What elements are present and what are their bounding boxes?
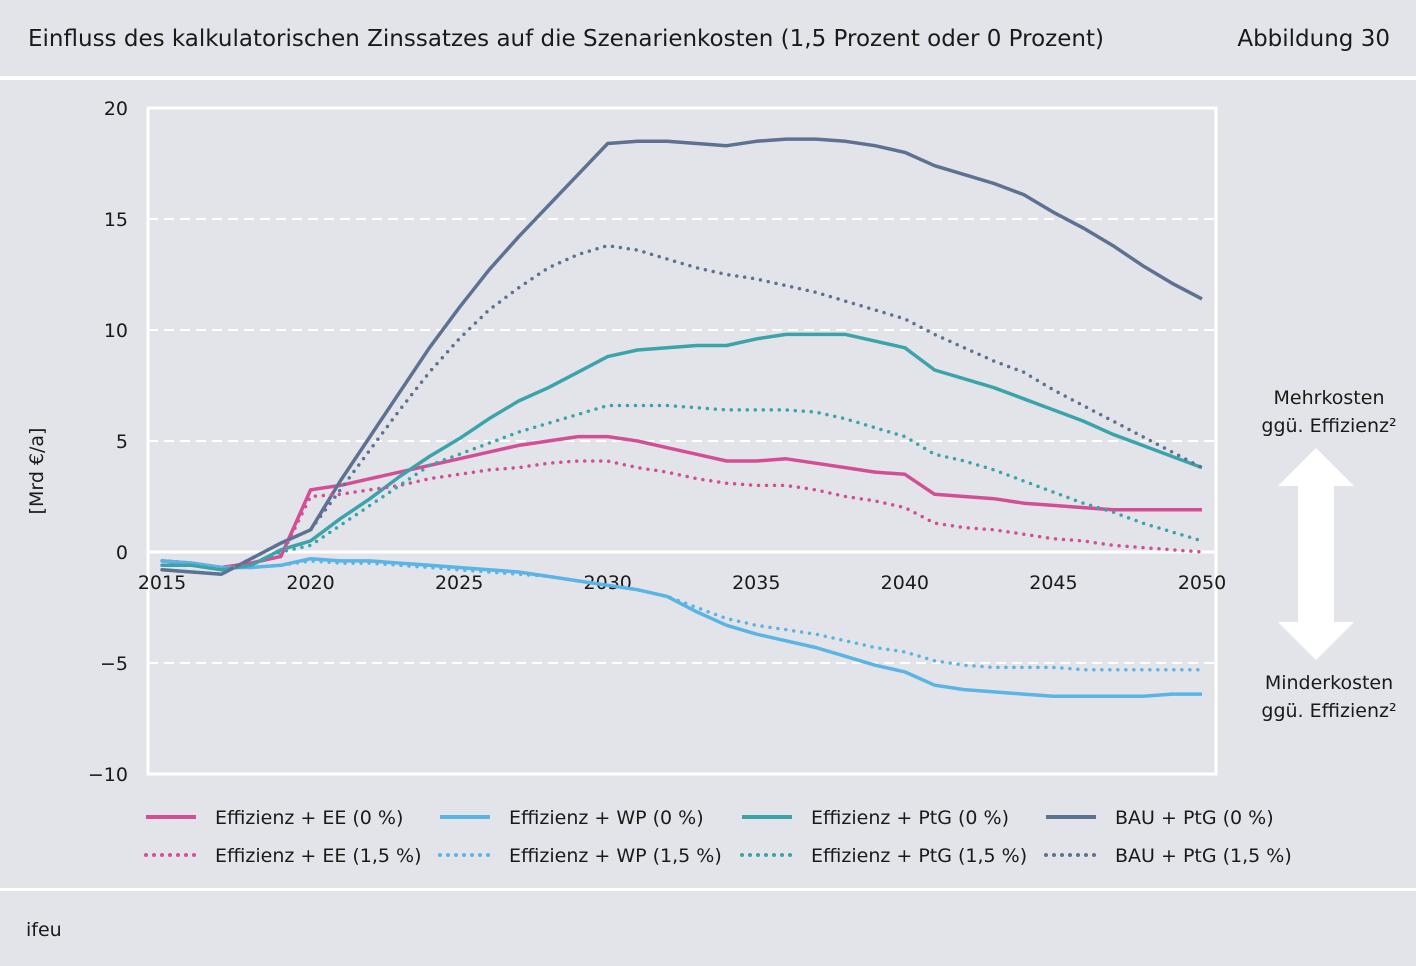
upper-annotation-line2: ggü. Effizienz² <box>1261 415 1397 437</box>
series-line <box>160 403 1204 572</box>
source-label: ifeu <box>26 919 62 941</box>
series-line <box>161 434 1202 570</box>
x-tick-label: 2050 <box>1178 572 1226 594</box>
y-tick-label: 15 <box>104 209 128 231</box>
series-line <box>160 243 1204 576</box>
legend-label: Effizienz + PtG (0 %) <box>811 807 1009 829</box>
x-tick-label: 2025 <box>435 572 483 594</box>
figure-title: Einfluss des kalkulatorischen Zinssatzes… <box>28 26 1104 52</box>
double-arrow-icon <box>1278 448 1354 660</box>
lower-annotation-line2: ggü. Effizienz² <box>1261 700 1397 722</box>
series-line <box>160 559 1204 672</box>
y-tick-label: −10 <box>88 764 128 786</box>
y-tick-label: −5 <box>100 653 128 675</box>
figure-number: Abbildung 30 <box>1237 26 1390 52</box>
chart-panel: −10 −5 0 5 10 15 20 2015 2020 2025 2030 2035 2040 204… <box>0 80 1416 888</box>
legend-label: BAU + PtG (0 %) <box>1115 807 1274 829</box>
y-tick-label: 0 <box>116 542 128 564</box>
y-tick-label: 20 <box>104 98 128 120</box>
x-tick-label: 2015 <box>138 572 186 594</box>
upper-annotation: Mehrkosten ggü. Effizienz² <box>1239 384 1416 440</box>
figure-footer: ifeu <box>0 891 1416 966</box>
series-line <box>161 556 1202 699</box>
legend-label: Effizienz + WP (0 %) <box>509 807 704 829</box>
y-axis-label: [Mrd €/a] <box>26 428 48 515</box>
upper-annotation-line1: Mehrkosten <box>1273 387 1385 409</box>
x-tick-label: 2040 <box>881 572 929 594</box>
figure-header: Einfluss des kalkulatorischen Zinssatzes… <box>0 0 1416 77</box>
legend-label: Effizienz + EE (0 %) <box>215 807 403 829</box>
x-tick-label: 2035 <box>732 572 780 594</box>
y-tick-label: 10 <box>104 320 128 342</box>
lower-annotation: Minderkosten ggü. Effizienz² <box>1239 669 1416 725</box>
lower-annotation-line1: Minderkosten <box>1264 672 1394 694</box>
x-tick-label: 2020 <box>286 572 334 594</box>
x-tick-label: 2045 <box>1029 572 1077 594</box>
series-line <box>161 137 1203 576</box>
legend-label: Effizienz + WP (1,5 %) <box>509 845 722 867</box>
legend-label: BAU + PtG (1,5 %) <box>1115 845 1292 867</box>
legend-label: Effizienz + PtG (1,5 %) <box>811 845 1027 867</box>
y-tick-label: 5 <box>116 431 128 453</box>
series-line <box>162 332 1203 572</box>
legend-label: Effizienz + EE (1,5 %) <box>215 845 422 867</box>
